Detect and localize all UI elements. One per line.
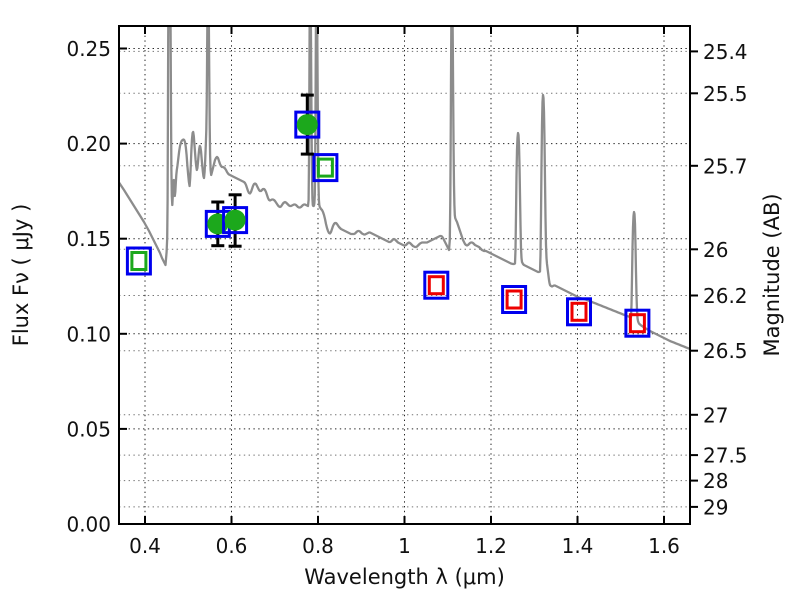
y2-tick-label: 25.5: [703, 82, 748, 106]
y2-tick-label: 26.2: [703, 284, 748, 308]
y2-tick-label: 25.4: [703, 40, 748, 64]
magnitude-axis-ticks: [690, 50, 698, 508]
y2-tick-label: 29: [703, 495, 728, 519]
x-axis-label: Wavelength λ (μm): [304, 565, 505, 589]
model-nir-points: [423, 270, 651, 338]
magnitude-axis-tick-labels: 25.4 25.5 25.7 26 26.2 26.5 27 27.5 28 2…: [703, 40, 748, 520]
y-tick-label: 0.00: [66, 513, 111, 537]
y2-tick-label: 26.5: [703, 339, 748, 363]
y-tick-label: 0.25: [66, 37, 111, 61]
x-tick-label: 0.4: [129, 534, 161, 558]
y-tick-label: 0.20: [66, 132, 111, 156]
model-optical-points: [125, 153, 339, 276]
data-point-marker[interactable]: [222, 206, 249, 235]
best-fit-spectrum-line: [119, 26, 690, 351]
x-tick-label: 1.4: [562, 534, 594, 558]
x-tick-label: 1: [398, 534, 411, 558]
magnitude-grid-lines: [119, 50, 690, 508]
x-tick-label: 1.2: [475, 534, 507, 558]
y-tick-label: 0.10: [66, 322, 111, 346]
y-tick-label: 0.15: [66, 227, 111, 251]
data-point-marker[interactable]: [566, 297, 592, 327]
x-axis-ticks: [144, 26, 665, 524]
y2-tick-label: 25.7: [703, 154, 748, 178]
data-point-marker[interactable]: [125, 246, 152, 276]
y2-tick-label: 27: [703, 403, 728, 427]
y2-tick-label: 26: [703, 238, 728, 262]
x-tick-label: 0.8: [302, 534, 334, 558]
y-tick-label: 0.05: [66, 417, 111, 441]
y2-tick-label: 27.5: [703, 444, 748, 468]
data-point-marker[interactable]: [501, 285, 528, 314]
observed-optical-points: [204, 110, 321, 238]
y2-tick-label: 28: [703, 469, 728, 493]
data-point-marker[interactable]: [423, 270, 450, 300]
y2-axis-label: Magnitude (AB): [760, 193, 784, 356]
data-point-marker[interactable]: [624, 308, 651, 338]
data-point-marker[interactable]: [312, 153, 339, 183]
x-tick-label: 1.6: [648, 534, 680, 558]
y-axis-ticks: [119, 47, 127, 525]
y-axis-label: Flux Fν ( μJy ): [9, 204, 33, 347]
y-axis-tick-labels: 0.00 0.05 0.10 0.15 0.20 0.25: [66, 37, 111, 537]
spectrum-curve-group: [119, 26, 690, 351]
plot-area-background: [119, 26, 690, 524]
data-point-marker[interactable]: [294, 110, 321, 139]
x-axis-tick-labels: 0.4 0.6 0.8 1 1.2 1.4 1.6: [129, 534, 680, 558]
x-tick-label: 0.6: [216, 534, 248, 558]
